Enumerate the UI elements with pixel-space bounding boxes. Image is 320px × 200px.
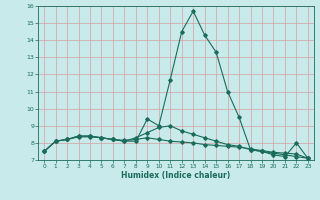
X-axis label: Humidex (Indice chaleur): Humidex (Indice chaleur) — [121, 171, 231, 180]
